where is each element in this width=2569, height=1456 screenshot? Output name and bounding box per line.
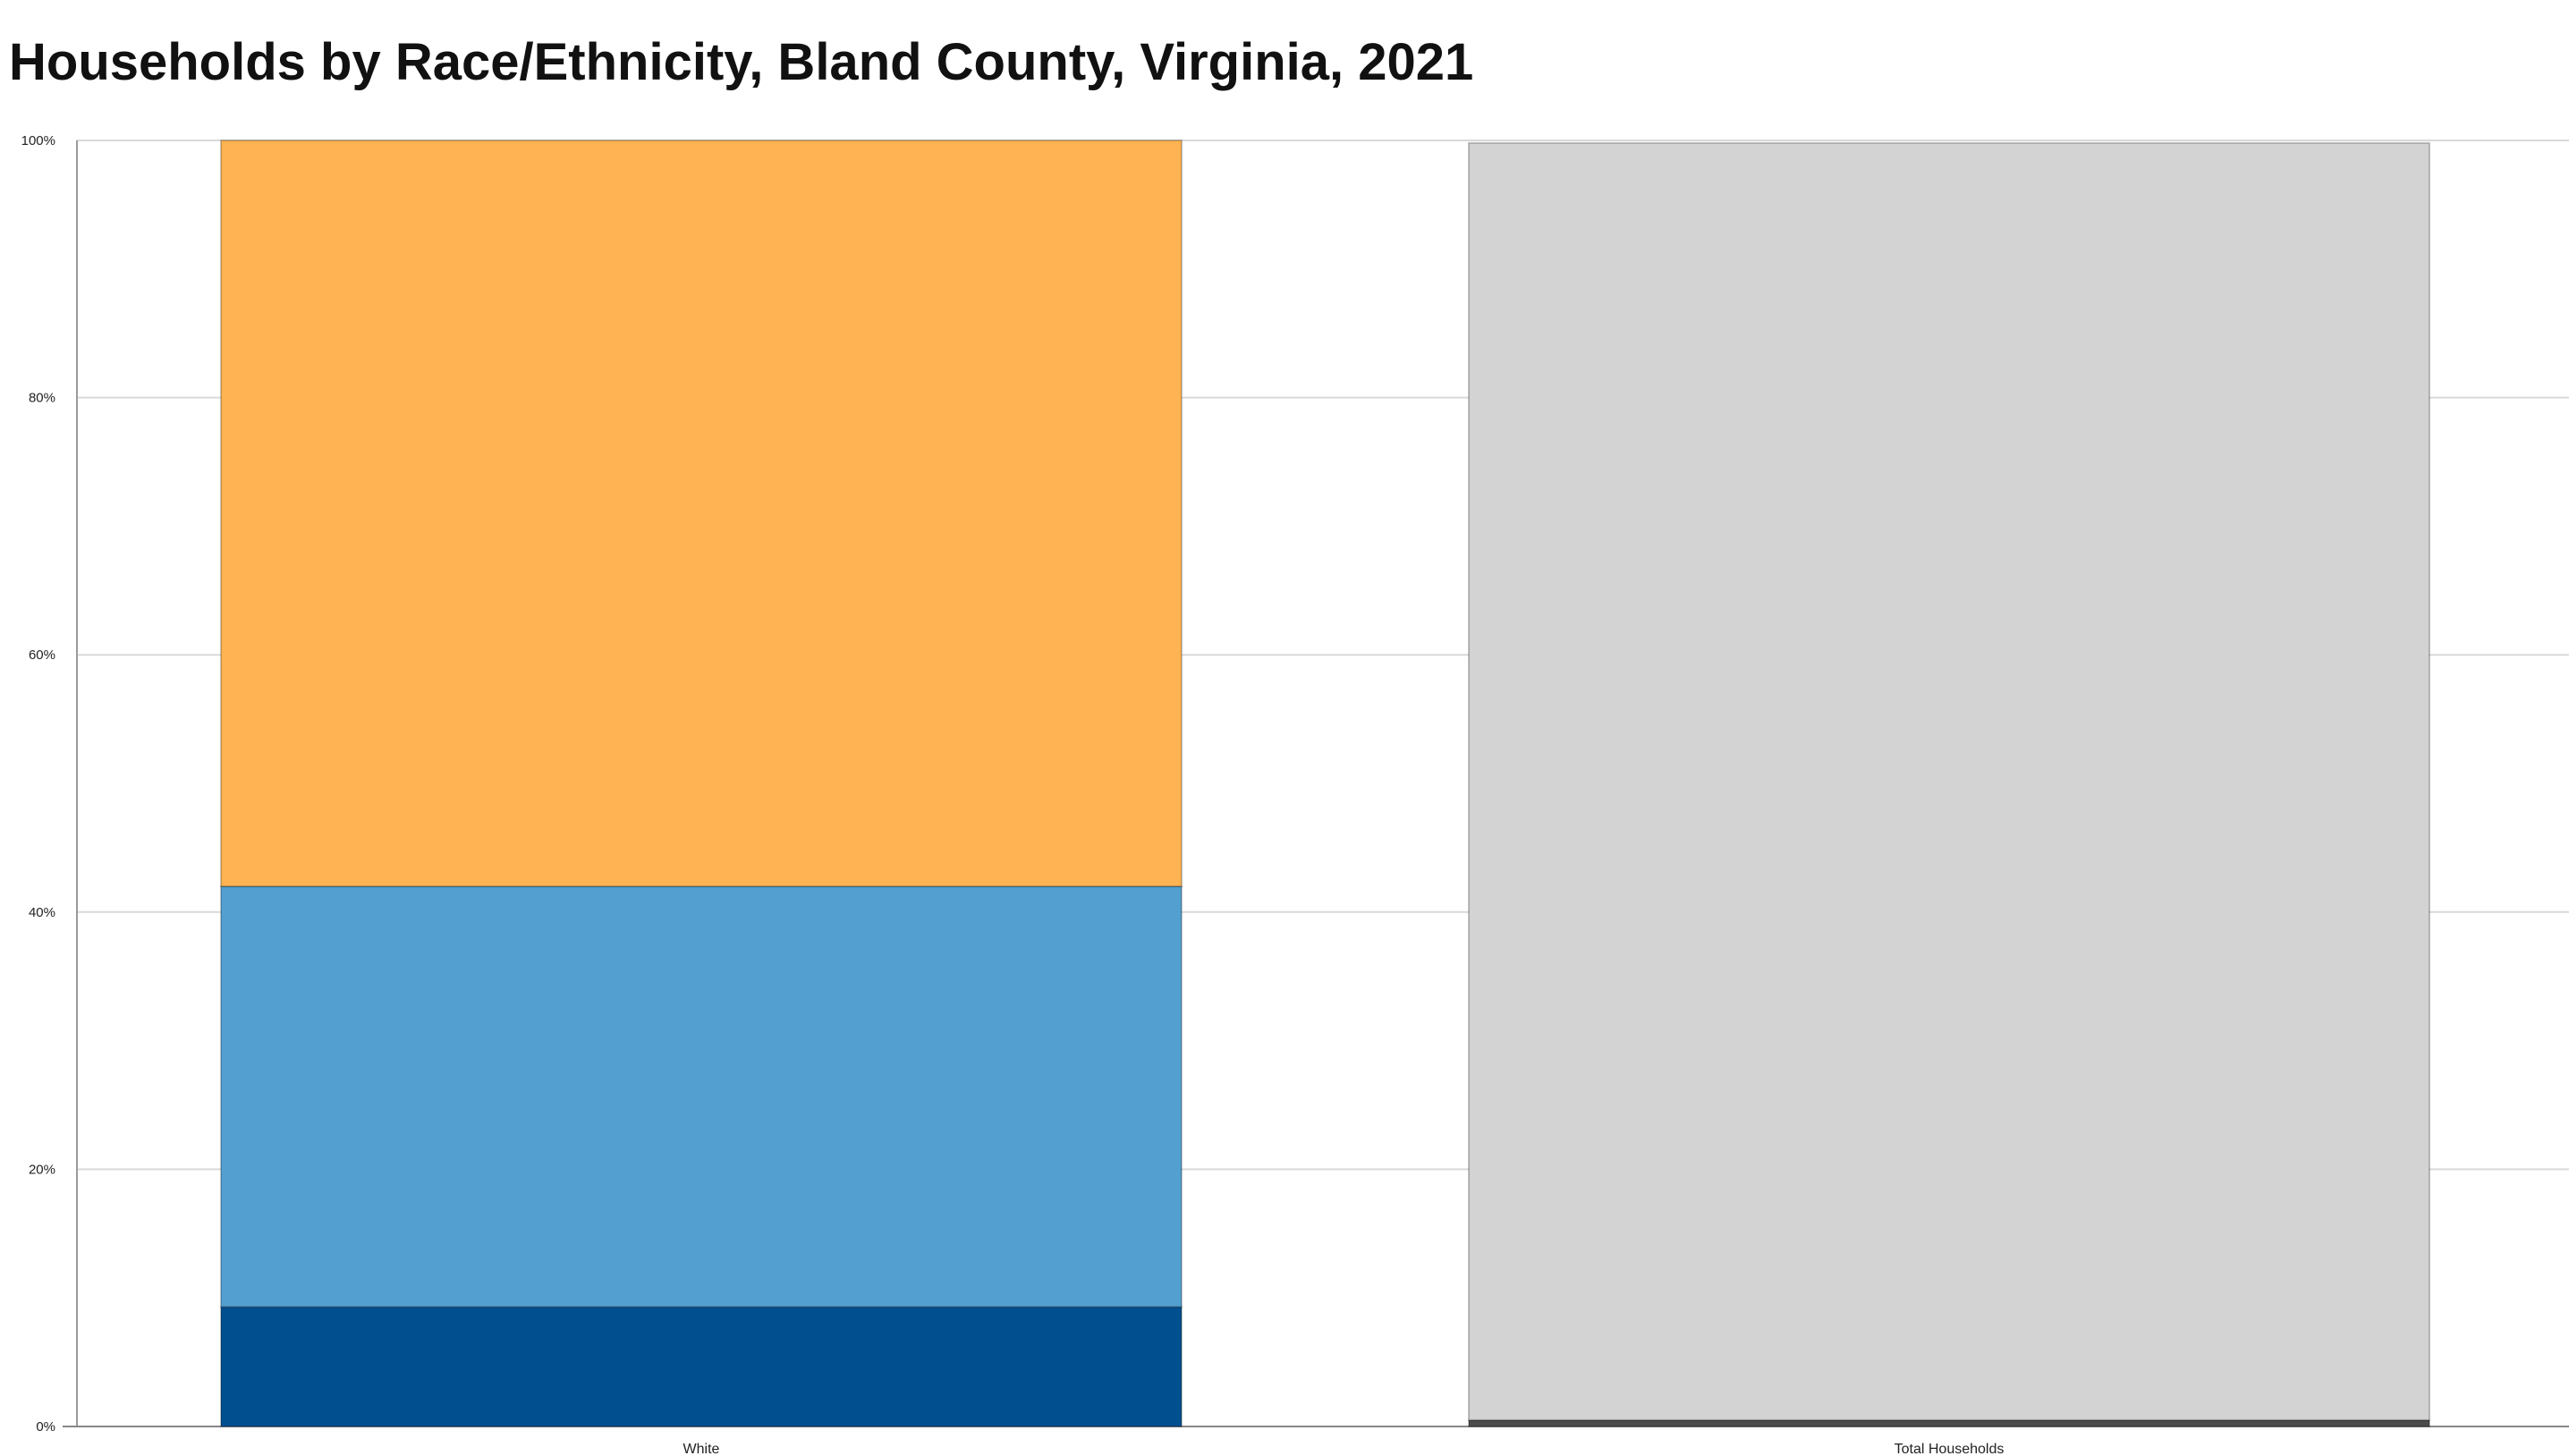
bar-segment[interactable] <box>1468 1418 2430 1428</box>
y-tick-label: 100% <box>21 133 55 148</box>
bar-segment[interactable] <box>220 1306 1183 1427</box>
bars <box>220 140 2430 1428</box>
bar-segment[interactable] <box>220 140 1183 888</box>
y-tick-label: 40% <box>29 905 55 920</box>
bar-segment[interactable] <box>1468 141 2430 1421</box>
y-tick-label: 0% <box>36 1419 55 1435</box>
x-tick-label: White <box>683 1442 720 1456</box>
bar-segment[interactable] <box>220 885 1183 1308</box>
chart-title: Households by Race/Ethnicity, Bland Coun… <box>9 33 1474 91</box>
y-tick-label: 60% <box>29 648 55 663</box>
y-tick-label: 80% <box>29 391 55 406</box>
y-tick-label: 20% <box>29 1162 55 1177</box>
axis-labels: 0% 20% 40% 60% 80% 100% White Total Households <box>21 133 2005 1456</box>
x-tick-label: Total Households <box>1895 1442 2005 1456</box>
